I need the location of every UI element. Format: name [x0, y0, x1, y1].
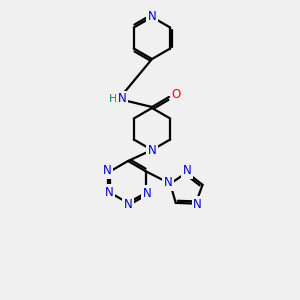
- Text: N: N: [164, 176, 172, 189]
- Text: N: N: [118, 92, 126, 106]
- Text: N: N: [148, 143, 156, 157]
- Text: N: N: [143, 187, 152, 200]
- Text: N: N: [148, 11, 156, 23]
- Text: N: N: [104, 186, 113, 199]
- Text: N: N: [182, 164, 191, 177]
- Text: N: N: [102, 164, 111, 177]
- Text: N: N: [193, 198, 202, 211]
- Text: H: H: [109, 94, 117, 104]
- Text: O: O: [171, 88, 181, 100]
- Text: N: N: [124, 199, 132, 212]
